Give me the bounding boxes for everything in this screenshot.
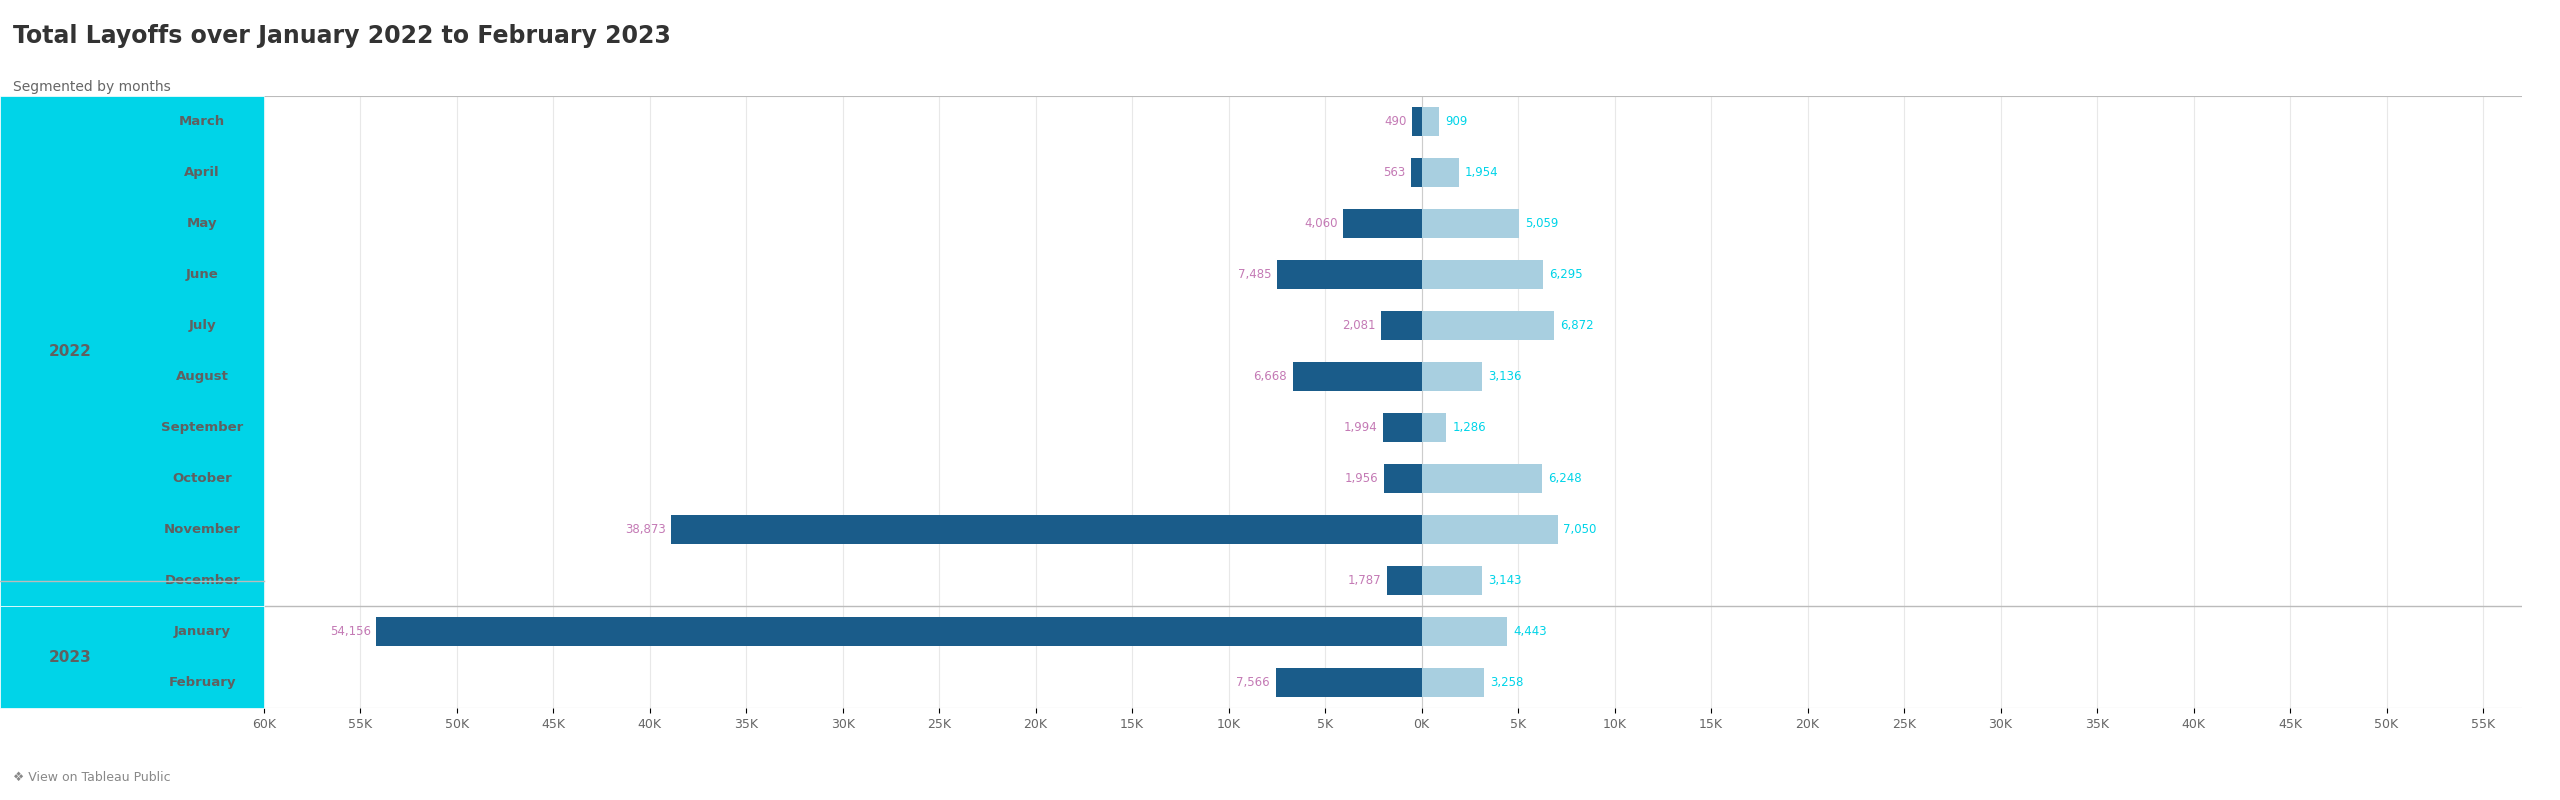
Bar [1421, 362, 1482, 390]
Bar [1293, 362, 1421, 390]
Bar [1413, 107, 1421, 135]
Bar [1382, 414, 1421, 442]
Text: 2,081: 2,081 [1341, 319, 1375, 332]
Text: 3,258: 3,258 [1490, 676, 1523, 689]
Bar [1421, 311, 1554, 339]
Text: November: November [164, 523, 241, 536]
Bar [1421, 107, 1439, 135]
Text: July: July [189, 319, 215, 332]
Text: 490: 490 [1385, 115, 1405, 128]
Text: September: September [161, 421, 243, 434]
Text: 4,443: 4,443 [1513, 625, 1546, 638]
Text: 1,787: 1,787 [1347, 574, 1382, 587]
Text: 6,872: 6,872 [1559, 319, 1595, 332]
Text: Segmented by months: Segmented by months [13, 80, 172, 94]
Bar [1421, 618, 1508, 646]
Text: 6,295: 6,295 [1549, 268, 1582, 281]
Text: 1,956: 1,956 [1344, 472, 1377, 485]
Text: January: January [174, 625, 230, 638]
Bar [1421, 414, 1446, 442]
Bar [376, 618, 1421, 646]
Bar [1421, 465, 1541, 493]
Text: 6,248: 6,248 [1549, 472, 1582, 485]
Text: 4,060: 4,060 [1303, 217, 1336, 230]
Bar [1277, 261, 1421, 289]
Text: 54,156: 54,156 [330, 625, 371, 638]
Text: 3,143: 3,143 [1487, 574, 1521, 587]
Bar [1382, 311, 1421, 339]
Text: 1,286: 1,286 [1452, 421, 1485, 434]
Bar [1421, 261, 1544, 289]
Bar [1275, 669, 1421, 697]
Text: 7,566: 7,566 [1236, 676, 1270, 689]
Text: 2023: 2023 [49, 650, 92, 665]
Bar [1421, 210, 1518, 238]
Text: 563: 563 [1382, 166, 1405, 179]
Bar [1344, 210, 1421, 238]
Bar [1385, 465, 1421, 493]
Text: June: June [187, 268, 218, 281]
Text: May: May [187, 217, 218, 230]
Bar [1388, 566, 1421, 594]
Text: 2022: 2022 [49, 343, 92, 358]
Bar [1411, 158, 1421, 186]
Text: ❖ View on Tableau Public: ❖ View on Tableau Public [13, 771, 172, 784]
Bar [1421, 515, 1556, 543]
Text: 6,668: 6,668 [1254, 370, 1288, 383]
Bar [1421, 158, 1459, 186]
Bar [1421, 566, 1482, 594]
Text: 1,954: 1,954 [1464, 166, 1498, 179]
Text: October: October [172, 472, 233, 485]
Text: 7,485: 7,485 [1239, 268, 1272, 281]
Text: August: August [177, 370, 228, 383]
Text: March: March [179, 115, 225, 128]
Text: 1,994: 1,994 [1344, 421, 1377, 434]
Bar [1421, 669, 1485, 697]
Text: February: February [169, 676, 236, 689]
Text: 7,050: 7,050 [1564, 523, 1597, 536]
Text: December: December [164, 574, 241, 587]
Text: 38,873: 38,873 [625, 523, 666, 536]
Text: 5,059: 5,059 [1526, 217, 1559, 230]
Text: 909: 909 [1444, 115, 1467, 128]
Text: April: April [184, 166, 220, 179]
Text: Total Layoffs over January 2022 to February 2023: Total Layoffs over January 2022 to Febru… [13, 24, 671, 48]
Text: 3,136: 3,136 [1487, 370, 1521, 383]
Bar [671, 515, 1421, 543]
